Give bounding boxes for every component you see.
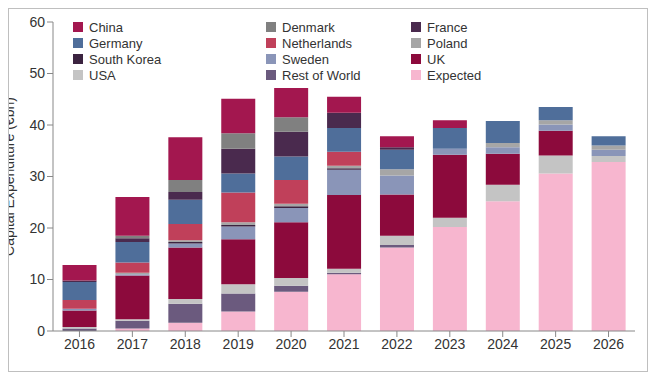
svg-text:30: 30	[29, 168, 45, 184]
html-text:UK: UK	[427, 51, 446, 67]
svg-text:2026: 2026	[593, 336, 624, 352]
svg-text:2020: 2020	[276, 336, 307, 352]
svg-text:40: 40	[29, 117, 45, 133]
svg-text:10: 10	[29, 271, 45, 287]
html-text:Rest of World: Rest of World	[282, 67, 361, 83]
svg-text:20: 20	[29, 220, 45, 236]
html-text:Netherlands: Netherlands	[282, 35, 353, 51]
svg-text:60: 60	[29, 14, 45, 30]
svg-text:50: 50	[29, 65, 45, 81]
svg-text:2025: 2025	[540, 336, 571, 352]
html-text:Germany: Germany	[89, 35, 143, 51]
html-text:China: China	[89, 19, 123, 35]
svg-text:Capital Expenditure (€bn): Capital Expenditure (€bn)	[9, 97, 17, 256]
html-text:Denmark: Denmark	[282, 19, 335, 35]
svg-text:2021: 2021	[328, 336, 359, 352]
html-text:Poland: Poland	[427, 35, 468, 51]
svg-text:2023: 2023	[434, 336, 465, 352]
svg-text:2016: 2016	[64, 336, 95, 352]
html-text:USA: USA	[89, 67, 116, 83]
svg-text:2019: 2019	[223, 336, 254, 352]
html-text:France: France	[427, 19, 468, 35]
svg-text:2024: 2024	[487, 336, 518, 352]
svg-text:2017: 2017	[117, 336, 148, 352]
html-text:South Korea: South Korea	[89, 51, 162, 67]
svg-text:2022: 2022	[381, 336, 412, 352]
svg-text:0: 0	[37, 323, 45, 339]
html-text:Expected: Expected	[427, 67, 482, 83]
svg-text:2018: 2018	[170, 336, 201, 352]
html-text:Sweden: Sweden	[282, 51, 329, 67]
